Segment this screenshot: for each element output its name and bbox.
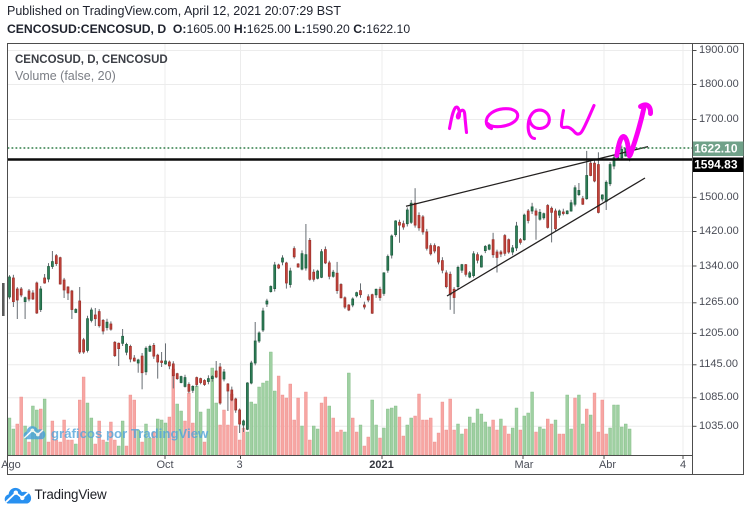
svg-text:gráficos por TradingView: gráficos por TradingView <box>51 426 209 441</box>
svg-text:1594.83: 1594.83 <box>694 158 738 172</box>
svg-text:1622.10: 1622.10 <box>694 142 738 156</box>
